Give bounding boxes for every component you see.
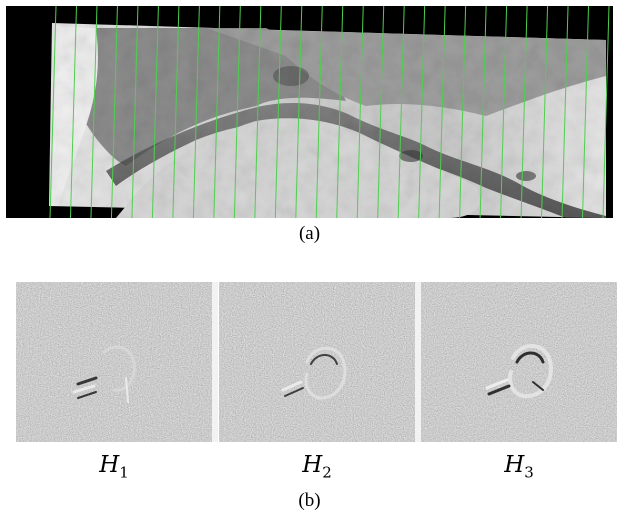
- grid-line: [49, 6, 57, 218]
- grid-line: [254, 6, 262, 218]
- grid-line: [90, 6, 98, 218]
- grid-line: [500, 6, 508, 218]
- grid-line: [582, 6, 590, 218]
- grid-line: [315, 6, 323, 218]
- grid-line: [438, 6, 446, 218]
- tile-label-h3: H3: [421, 452, 617, 482]
- filter-tile-h1: [16, 282, 212, 442]
- grid-line: [397, 6, 405, 218]
- grid-line: [561, 6, 569, 218]
- caption-a: (a): [298, 223, 321, 244]
- grid-line: [213, 6, 221, 218]
- grid-line: [69, 6, 77, 218]
- grid-line: [479, 6, 487, 218]
- tile-label-symbol: H: [302, 452, 323, 478]
- grid-line: [602, 6, 610, 218]
- grid-line: [172, 6, 180, 218]
- tile-label-symbol: H: [99, 452, 120, 478]
- tile-label-h2: H2: [219, 452, 415, 482]
- caption-b: (b): [298, 490, 321, 511]
- tile-label-index: 2: [322, 463, 332, 482]
- grid-line: [418, 6, 426, 218]
- grid-line: [151, 6, 159, 218]
- grid-line: [131, 6, 139, 218]
- grid-line: [192, 6, 200, 218]
- tile-label-index: 1: [119, 463, 129, 482]
- filter-tile-h2: [219, 282, 415, 442]
- grid-line: [520, 6, 528, 218]
- tile-label-symbol: H: [504, 452, 525, 478]
- grid-line: [356, 6, 364, 218]
- tile-separator: [212, 282, 218, 442]
- grid-line: [541, 6, 549, 218]
- tile-separator: [415, 282, 421, 442]
- grid-line: [233, 6, 241, 218]
- grid-line: [110, 6, 118, 218]
- tile-label-h1: H1: [16, 452, 212, 482]
- grid-line: [377, 6, 385, 218]
- terrain-image-panel: [6, 6, 613, 218]
- terrain-image: [6, 6, 613, 218]
- grid-line: [274, 6, 282, 218]
- tile-label-index: 3: [524, 463, 534, 482]
- grid-lines: [49, 6, 610, 218]
- grid-line: [295, 6, 303, 218]
- grid-line: [459, 6, 467, 218]
- grid-line: [336, 6, 344, 218]
- filter-tile-h3: [421, 282, 617, 442]
